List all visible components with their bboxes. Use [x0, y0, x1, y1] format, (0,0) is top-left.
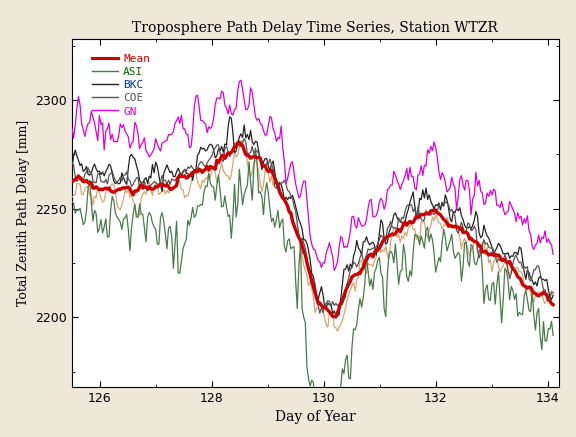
Title: Troposphere Path Delay Time Series, Station WTZR: Troposphere Path Delay Time Series, Stat…: [132, 21, 498, 35]
Y-axis label: Total Zenith Path Delay [mm]: Total Zenith Path Delay [mm]: [17, 120, 30, 306]
Legend: Mean, ASI, BKC, COE, GN: Mean, ASI, BKC, COE, GN: [88, 49, 155, 121]
X-axis label: Day of Year: Day of Year: [275, 410, 356, 424]
